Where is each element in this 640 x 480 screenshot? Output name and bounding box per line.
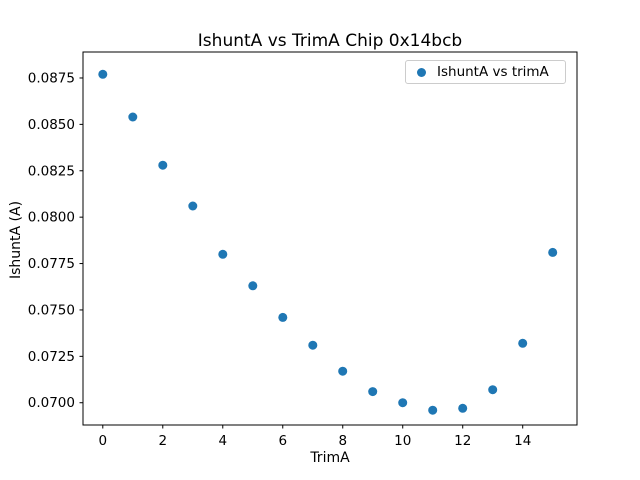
legend-label: IshuntA vs trimA	[437, 64, 549, 80]
legend-marker-icon	[417, 67, 426, 77]
y-tick-label: 0.0700	[28, 395, 75, 411]
data-point	[308, 340, 318, 350]
x-tick-label: 10	[394, 433, 411, 449]
data-point	[98, 69, 108, 79]
x-tick-label: 12	[454, 433, 471, 449]
y-tick-label: 0.0725	[28, 349, 75, 365]
x-tick-label: 4	[218, 433, 227, 449]
x-tick-label: 14	[514, 433, 531, 449]
data-point	[188, 201, 198, 211]
y-tick-label: 0.0800	[28, 210, 75, 226]
data-point	[368, 387, 378, 397]
data-point	[458, 403, 468, 413]
x-tick-label: 2	[158, 433, 167, 449]
data-point	[158, 160, 168, 170]
data-point	[548, 247, 558, 257]
data-point	[428, 405, 438, 415]
x-axis-label: TrimA	[310, 450, 350, 466]
x-tick-label: 0	[98, 433, 107, 449]
chart-title: IshuntA vs TrimA Chip 0x14bcb	[197, 31, 463, 51]
data-point	[338, 366, 348, 376]
x-tick-label: 8	[338, 433, 347, 449]
axes-spines	[82, 51, 578, 426]
data-point	[128, 112, 138, 122]
data-point	[278, 312, 288, 322]
data-point	[248, 281, 258, 291]
legend: IshuntA vs trimA	[405, 60, 566, 84]
data-point	[218, 249, 228, 259]
data-point	[518, 338, 528, 348]
data-point	[488, 385, 498, 395]
y-tick-label: 0.0850	[28, 117, 75, 133]
y-tick-label: 0.0775	[28, 256, 75, 272]
y-tick-label: 0.0875	[28, 70, 75, 86]
y-tick-label: 0.0750	[28, 302, 75, 318]
x-tick-label: 6	[278, 433, 287, 449]
y-tick-label: 0.0825	[28, 163, 75, 179]
data-point	[398, 398, 408, 408]
